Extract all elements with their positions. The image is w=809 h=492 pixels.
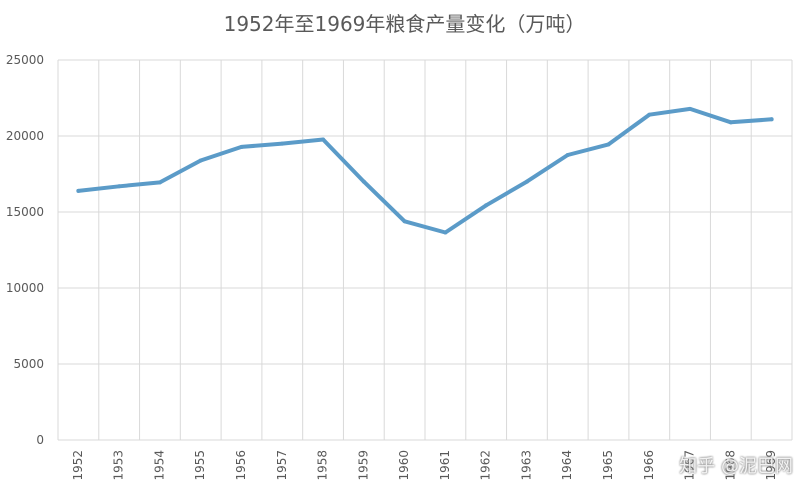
y-tick-label: 5000 (13, 357, 44, 371)
x-tick-label: 1954 (152, 450, 166, 481)
x-tick-label: 1963 (519, 450, 533, 481)
data-point (443, 230, 448, 235)
x-tick-label: 1966 (642, 450, 656, 481)
data-point (647, 112, 652, 117)
data-point (402, 219, 407, 224)
data-point (524, 179, 529, 184)
x-tick-label: 1967 (683, 450, 697, 481)
y-tick-label: 20000 (6, 129, 44, 143)
y-tick-label: 15000 (6, 205, 44, 219)
series-line (76, 106, 774, 235)
y-tick-label: 0 (36, 433, 44, 447)
x-tick-label: 1962 (479, 450, 493, 481)
data-point (117, 184, 122, 189)
x-tick-label: 1968 (723, 450, 737, 481)
x-tick-label: 1953 (112, 450, 126, 481)
x-tick-label: 1958 (316, 450, 330, 481)
x-tick-label: 1957 (275, 450, 289, 481)
x-tick-label: 1952 (71, 450, 85, 481)
data-point (484, 203, 489, 208)
data-point (606, 142, 611, 147)
y-tick-label: 10000 (6, 281, 44, 295)
data-point (280, 141, 285, 146)
x-tick-label: 1959 (356, 450, 370, 481)
data-point (361, 179, 366, 184)
watermark-text: 知乎 @泥巴网 (679, 456, 793, 477)
x-tick-label: 1955 (193, 450, 207, 481)
x-tick-label: 1956 (234, 450, 248, 481)
data-point (198, 158, 203, 163)
data-point (688, 106, 693, 111)
x-tick-label: 1969 (764, 450, 778, 481)
x-tick-label: 1965 (601, 450, 615, 481)
x-tick-label: 1960 (397, 450, 411, 481)
data-point (239, 144, 244, 149)
data-point (769, 117, 774, 122)
data-point (76, 188, 81, 193)
data-point (728, 120, 733, 125)
chart-title: 1952年至1969年粮食产量变化（万吨） (223, 12, 586, 36)
data-point (565, 153, 570, 157)
x-tick-label: 1961 (438, 450, 452, 481)
data-point (157, 180, 162, 185)
x-tick-label: 1964 (560, 450, 574, 481)
data-point (321, 137, 326, 142)
y-tick-label: 25000 (6, 53, 44, 67)
